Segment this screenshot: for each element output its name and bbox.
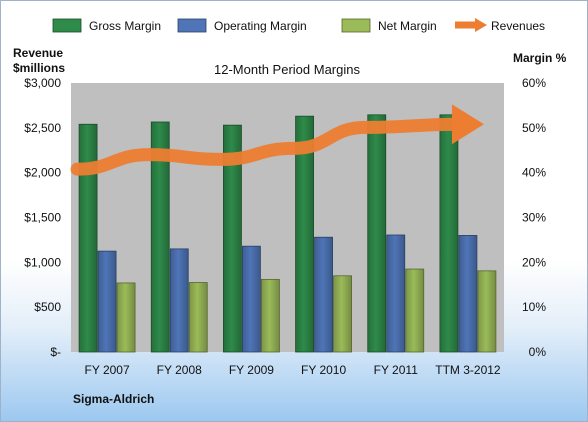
company-label: Sigma-Aldrich (73, 392, 154, 406)
legend-label: Gross Margin (89, 19, 161, 33)
bar-net-margin (261, 278, 280, 353)
bar-gross-margin (367, 114, 387, 353)
left-tick-label: $1,500 (24, 211, 61, 225)
left-tick-label: $1,000 (24, 255, 61, 269)
left-axis-label-line1: Revenue (13, 46, 63, 60)
x-tick-label: FY 2008 (157, 363, 202, 377)
chart-title: 12-Month Period Margins (214, 62, 360, 77)
x-axis: FY 2007 FY 2008 FY 2009 FY 2010 FY 2011 TTM 3… (85, 363, 501, 377)
x-tick-label: FY 2007 (85, 363, 130, 377)
legend-swatch-arrow (475, 18, 487, 32)
legend-swatch (52, 18, 82, 33)
right-tick-label: 30% (522, 211, 546, 225)
bar-operating-margin (169, 248, 189, 353)
bar-net-margin (477, 270, 497, 353)
left-tick-label: $2,500 (24, 121, 61, 135)
bar-gross-margin (223, 124, 242, 353)
bar-gross-margin (439, 114, 459, 353)
revenue-arrow-head (451, 104, 484, 145)
revenue-line-path (70, 117, 467, 176)
legend-swatch (341, 18, 371, 33)
right-axis-label: Margin % (513, 51, 567, 65)
left-tick-label: $2,000 (24, 166, 61, 180)
bar-operating-margin (314, 236, 333, 353)
bar-gross-margin (150, 121, 170, 353)
legend-label: Net Margin (378, 19, 437, 33)
right-tick-label: 10% (522, 300, 546, 314)
bar-operating-margin (97, 250, 117, 353)
left-tick-label: $- (50, 345, 61, 359)
right-tick-label: 50% (522, 121, 546, 135)
bar-operating-margin (242, 245, 261, 353)
legend: Gross Margin Operating Margin Net Margin Re… (52, 18, 545, 33)
right-tick-label: 60% (522, 76, 546, 90)
legend-label: Revenues (491, 19, 545, 33)
revenue-line (70, 104, 484, 176)
bar-net-margin (333, 275, 352, 353)
left-tick-label: $500 (34, 300, 61, 314)
left-axis-label-line2: $millions (13, 61, 65, 75)
bar-gross-margin (78, 123, 98, 353)
bar-gross-margin (295, 115, 314, 353)
left-tick-label: $3,000 (24, 76, 61, 90)
bar-net-margin (405, 268, 425, 353)
x-tick-label: FY 2010 (301, 363, 346, 377)
x-tick-label: FY 2009 (229, 363, 274, 377)
right-tick-label: 40% (522, 166, 546, 180)
bar-net-margin (116, 282, 136, 353)
right-tick-label: 20% (522, 255, 546, 269)
right-axis: 0% 10% 20% 30% 40% 50% 60% (522, 76, 546, 359)
x-tick-label: FY 2011 (374, 363, 419, 377)
bar-operating-margin (386, 234, 406, 353)
bar-net-margin (188, 282, 208, 353)
legend-label: Operating Margin (214, 19, 307, 33)
x-tick-label: TTM 3-2012 (435, 363, 501, 377)
left-axis: $- $500 $1,000 $1,500 $2,000 $2,500 $3,000 (24, 76, 61, 359)
right-tick-label: 0% (529, 345, 547, 359)
legend-swatch (177, 18, 207, 33)
bar-operating-margin (458, 235, 478, 353)
bar-series (78, 114, 497, 353)
